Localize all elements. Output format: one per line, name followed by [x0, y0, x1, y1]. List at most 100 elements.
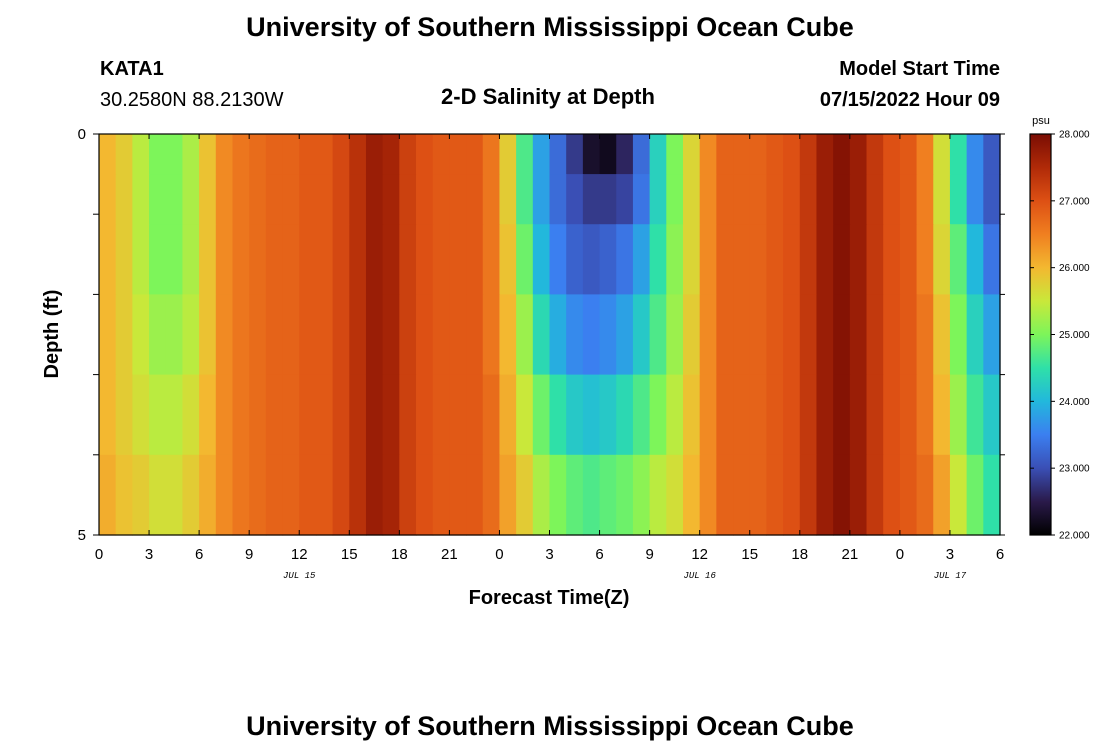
heatmap-cell — [299, 454, 317, 536]
heatmap-cell — [966, 454, 984, 536]
heatmap-cell — [516, 454, 534, 536]
footer-title: University of Southern Mississippi Ocean… — [246, 711, 854, 741]
heatmap-cell — [299, 224, 317, 295]
model-start-value: 07/15/2022 Hour 09 — [820, 89, 1000, 111]
heatmap-cell — [449, 294, 467, 376]
heatmap-cell — [783, 294, 801, 376]
heatmap-cell — [716, 134, 734, 175]
heatmap-cell — [682, 174, 701, 225]
heatmap-cell — [382, 174, 400, 225]
heatmap-cell — [666, 374, 684, 456]
heatmap-cell — [566, 224, 584, 295]
x-tick-label: 21 — [841, 546, 858, 563]
x-tick-label: 6 — [595, 546, 603, 563]
heatmap-cell — [365, 174, 384, 225]
heatmap-cell — [466, 174, 484, 225]
heatmap-cell — [182, 454, 200, 536]
heatmap-cell — [516, 174, 534, 225]
heatmap-cell — [666, 134, 684, 175]
heatmap-cell — [132, 174, 150, 225]
heatmap-cell — [466, 134, 484, 175]
heatmap-cell — [949, 294, 968, 376]
heatmap-cell — [766, 134, 784, 175]
heatmap-cell — [499, 454, 517, 536]
heatmap-cell — [99, 224, 117, 295]
colorbar-unit: psu — [1032, 115, 1050, 127]
heatmap-cell — [733, 374, 751, 456]
x-tick-label: 9 — [245, 546, 253, 563]
heatmap-cell — [916, 294, 934, 376]
heatmap-cell — [516, 374, 534, 456]
heatmap-cell — [299, 374, 317, 456]
heatmap-cell — [966, 374, 984, 456]
heatmap-cell — [933, 174, 951, 225]
heatmap-cell — [165, 374, 184, 456]
heatmap-cell — [549, 454, 567, 536]
heatmap-cell — [365, 454, 384, 536]
heatmap-cell — [899, 294, 918, 376]
heatmap-cell — [933, 224, 951, 295]
heatmap-cell — [215, 224, 234, 295]
heatmap-cell — [449, 224, 467, 295]
heatmap-cell — [182, 174, 200, 225]
heatmap-cell — [616, 454, 634, 536]
x-tick-label: 3 — [545, 546, 553, 563]
date-label: JUL 15 — [283, 571, 316, 581]
chart-title: 2-D Salinity at Depth — [441, 84, 655, 109]
heatmap-cell — [816, 224, 834, 295]
heatmap-cell — [766, 374, 784, 456]
heatmap-cell — [599, 224, 617, 295]
x-tick-label: 12 — [691, 546, 708, 563]
heatmap-cell — [566, 294, 584, 376]
colorbar-tick-label: 22.000 — [1059, 531, 1090, 542]
heatmap-cell — [899, 174, 918, 225]
heatmap-cell — [549, 374, 567, 456]
heatmap-cell — [849, 294, 868, 376]
heatmap-cell — [499, 374, 517, 456]
heatmap-cell — [499, 294, 517, 376]
heatmap-cell — [883, 374, 901, 456]
heatmap-cell — [833, 224, 851, 295]
heatmap-cell — [132, 134, 150, 175]
heatmap-cell — [115, 374, 133, 456]
heatmap-cell — [299, 134, 317, 175]
heatmap-cell — [482, 454, 501, 536]
heatmap-cell — [833, 374, 851, 456]
heatmap-cell — [649, 454, 667, 536]
heatmap-cell — [249, 294, 267, 376]
heatmap-cell — [432, 294, 450, 376]
heatmap-cell — [165, 134, 184, 175]
heatmap-cell — [733, 174, 751, 225]
heatmap-cell — [349, 374, 367, 456]
x-tick-label: 0 — [95, 546, 103, 563]
heatmap-cell — [332, 134, 350, 175]
heatmap-cell — [866, 454, 884, 536]
heatmap-cell — [649, 224, 667, 295]
heatmap-cell — [649, 374, 667, 456]
heatmap-cell — [199, 224, 217, 295]
heatmap-cell — [482, 224, 501, 295]
heatmap-cell — [682, 134, 701, 175]
heatmap-cell — [716, 224, 734, 295]
heatmap-cell — [582, 294, 601, 376]
heatmap-cell — [265, 374, 284, 456]
heatmap-cell — [566, 174, 584, 225]
colorbar-tick-label: 26.000 — [1059, 263, 1090, 274]
heatmap-cell — [549, 294, 567, 376]
heatmap-cell — [149, 174, 167, 225]
heatmap-cell — [449, 174, 467, 225]
heatmap-cell — [182, 374, 200, 456]
x-tick-label: 18 — [391, 546, 408, 563]
heatmap-cell — [949, 374, 968, 456]
heatmap-cell — [899, 374, 918, 456]
heatmap-cell — [616, 374, 634, 456]
heatmap-cell — [282, 374, 300, 456]
heatmap-cell — [232, 294, 250, 376]
heatmap-cell — [532, 294, 551, 376]
heatmap-cell — [549, 174, 567, 225]
heatmap-cell — [149, 224, 167, 295]
heatmap-cell — [599, 374, 617, 456]
heatmap-cell — [282, 134, 300, 175]
heatmap-cell — [566, 454, 584, 536]
heatmap-cell — [699, 454, 717, 536]
